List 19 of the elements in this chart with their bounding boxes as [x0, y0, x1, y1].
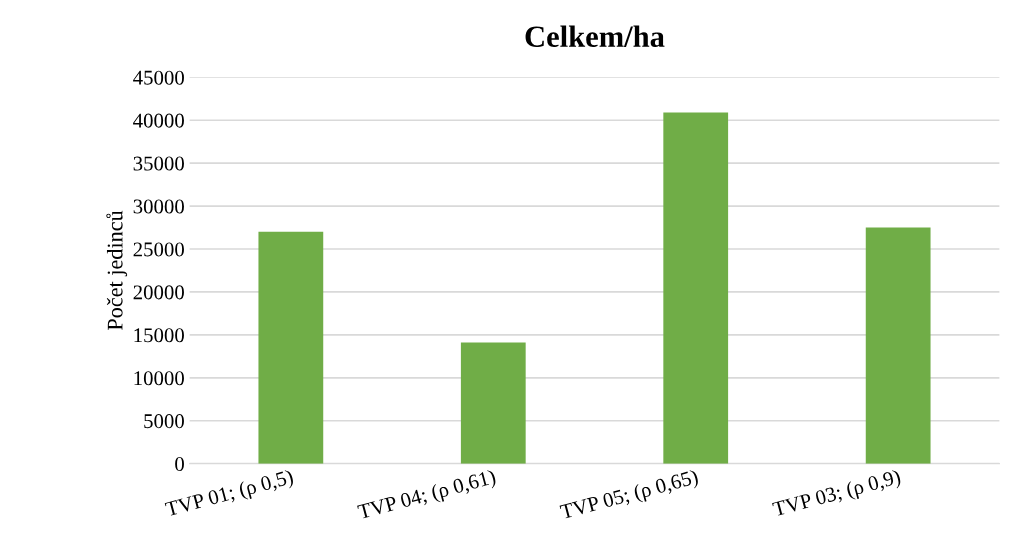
y-tick-label: 35000 — [133, 156, 184, 171]
y-tick-label: 15000 — [134, 328, 184, 343]
bar — [663, 112, 729, 464]
y-tick-label: 45000 — [133, 70, 184, 85]
y-tick-label: 0 — [175, 457, 184, 472]
y-tick-label: 20000 — [133, 285, 184, 300]
y-tick-label: 30000 — [133, 199, 184, 214]
y-tick-label: 10000 — [134, 371, 184, 386]
bar — [258, 231, 324, 464]
y-tick-label: 40000 — [133, 113, 184, 128]
bar — [865, 227, 931, 464]
x-tick-label: TVP 05; (ρ 0,65) — [559, 468, 700, 524]
y-tick-label: 5000 — [144, 414, 184, 429]
y-axis-title: Počet jedinců — [106, 210, 128, 331]
y-tick-label: 25000 — [133, 242, 184, 257]
chart-title: Celkem/ha — [525, 25, 665, 48]
x-tick-label: TVP 04; (ρ 0,61) — [356, 468, 498, 524]
bar — [460, 342, 526, 464]
x-tick-label: TVP 03; (ρ 0,9) — [771, 468, 903, 521]
